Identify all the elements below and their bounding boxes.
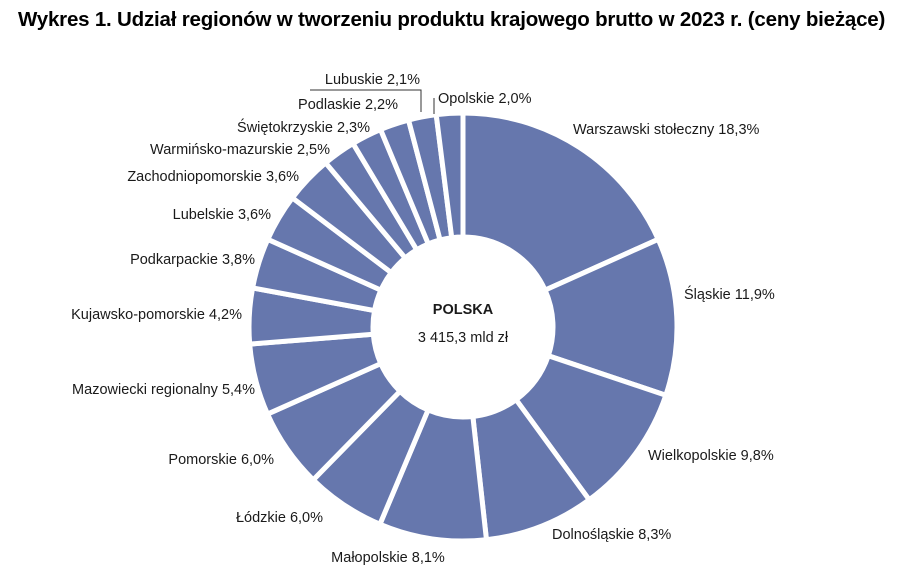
slice-label-14: Świętokrzyskie 2,3% bbox=[237, 118, 370, 136]
slice-label-10: Podkarpackie 3,8% bbox=[130, 252, 255, 268]
slice-label-13: Warmińsko-mazurskie 2,5% bbox=[150, 142, 330, 158]
slice-label-9: Kujawsko-pomorskie 4,2% bbox=[71, 307, 242, 323]
center-title: POLSKA bbox=[433, 302, 494, 318]
slice-label-8: Mazowiecki regionalny 5,4% bbox=[72, 382, 255, 398]
slice-label-5: Małopolskie 8,1% bbox=[331, 550, 445, 566]
slice-label-11: Lubelskie 3,6% bbox=[173, 207, 271, 223]
slice-label-17: Opolskie 2,0% bbox=[438, 91, 532, 107]
slice-17 bbox=[433, 110, 466, 241]
leader-line-lubuskie bbox=[310, 89, 422, 112]
slice-label-6: Łódzkie 6,0% bbox=[236, 510, 323, 526]
slice-label-12: Zachodniopomorskie 3,6% bbox=[127, 169, 299, 185]
slice-label-4: Dolnośląskie 8,3% bbox=[552, 527, 671, 543]
chart-title: Wykres 1. Udział regionów w tworzeniu pr… bbox=[18, 8, 886, 31]
slice-label-2: Śląskie 11,9% bbox=[684, 285, 775, 303]
leader-lines bbox=[310, 89, 435, 114]
slice-label-1: Warszawski stołeczny 18,3% bbox=[573, 122, 760, 138]
slice-1 bbox=[460, 110, 662, 294]
slices-layer bbox=[246, 110, 680, 544]
slice-label-16: Lubuskie 2,1% bbox=[325, 72, 420, 88]
center-value: 3 415,3 mld zł bbox=[418, 330, 509, 346]
slice-label-15: Podlaskie 2,2% bbox=[298, 97, 398, 113]
slice-labels: Warszawski stołeczny 18,3% Śląskie 11,9% W… bbox=[71, 72, 775, 566]
slice-label-7: Pomorskie 6,0% bbox=[168, 452, 274, 468]
slice-label-3: Wielkopolskie 9,8% bbox=[648, 448, 774, 464]
slice-2 bbox=[541, 236, 680, 399]
